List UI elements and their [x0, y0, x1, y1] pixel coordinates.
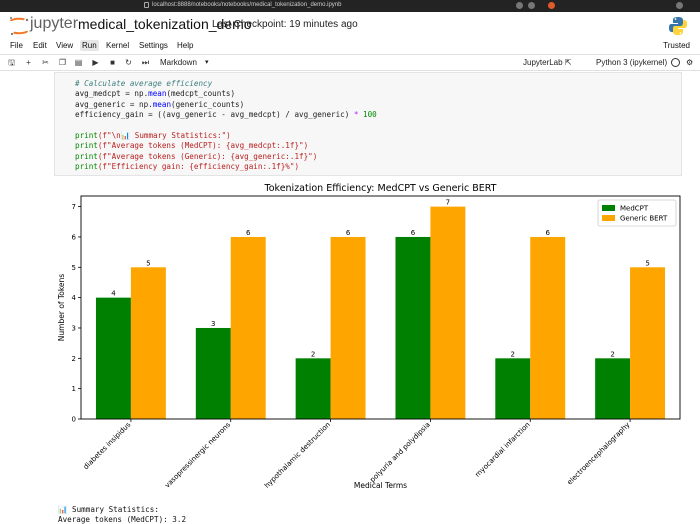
bar — [630, 267, 666, 419]
external-link-icon: ⇱ — [564, 58, 572, 67]
y-tick-label: 5 — [72, 264, 76, 272]
run-icon[interactable]: ▶ — [92, 58, 99, 67]
y-tick-label: 4 — [72, 294, 77, 302]
chart-title: Tokenization Efficiency: MedCPT vs Gener… — [264, 183, 497, 194]
plot-frame — [80, 195, 681, 420]
notebook-header: jupyter medical_tokenization_demo Last C… — [0, 12, 700, 38]
python-logo-icon — [669, 17, 687, 35]
code-cell[interactable]: # Calculate average efficiency avg_medcp… — [54, 72, 682, 176]
jupyter-logo-icon[interactable] — [8, 16, 30, 36]
bar — [395, 236, 431, 419]
menu-edit[interactable]: Edit — [33, 41, 47, 50]
checkpoint-status: Last Checkpoint: 19 minutes ago — [212, 19, 358, 30]
save-icon[interactable]: 🖫 — [8, 58, 15, 67]
bar-value-label: 3 — [211, 320, 215, 328]
notebook-title[interactable]: medical_tokenization_demo — [78, 16, 252, 32]
jupyter-brand[interactable]: jupyter — [30, 15, 79, 32]
kernel-status-icon — [671, 58, 680, 67]
bar — [530, 236, 566, 419]
bar — [495, 358, 531, 419]
x-tick-label: vasopressinergic neurons — [163, 421, 232, 490]
code-editor[interactable]: # Calculate average efficiency avg_medcp… — [75, 79, 377, 172]
bar — [430, 206, 466, 419]
gear-icon[interactable]: ⚙ — [686, 58, 694, 67]
lock-icon — [144, 2, 149, 8]
x-tick-label: myocardial infarction — [474, 421, 532, 479]
y-tick-label: 0 — [72, 416, 76, 424]
cell-output: 📊 Summary Statistics: Average tokens (Me… — [58, 505, 186, 524]
bar — [230, 236, 266, 419]
bar-value-label: 2 — [511, 350, 515, 358]
menu-settings[interactable]: Settings — [139, 41, 168, 50]
address-bar[interactable]: localhost:8888/notebooks/notebooks/medic… — [152, 2, 342, 8]
bar-value-label: 4 — [111, 290, 116, 298]
legend-swatch — [602, 205, 615, 211]
y-tick-label: 2 — [72, 355, 76, 363]
menu-file[interactable]: File — [10, 41, 23, 50]
restart-icon[interactable]: ↻ — [125, 58, 132, 67]
x-tick-label: diabetes insipidus — [82, 421, 133, 472]
brave-shield-icon[interactable] — [548, 2, 555, 9]
output-line: Average tokens (MedCPT): 3.2 — [58, 514, 187, 524]
bar-chart: Tokenization Efficiency: MedCPT vs Gener… — [57, 183, 681, 490]
share-icon[interactable] — [516, 2, 523, 9]
legend-label: Generic BERT — [620, 215, 668, 223]
menu-icon[interactable] — [676, 2, 683, 9]
x-tick-label: electroencephalography — [566, 421, 632, 487]
bar-value-label: 6 — [346, 229, 351, 237]
kernel-name[interactable]: Python 3 (ipykernel) — [596, 58, 668, 67]
x-tick-label: polyuria and polydipsia — [369, 421, 432, 484]
chevron-down-icon: ▾ — [205, 59, 209, 66]
bar-value-label: 6 — [246, 229, 251, 237]
bar-value-label: 2 — [610, 350, 614, 358]
bar — [595, 358, 631, 419]
legend-swatch — [602, 215, 615, 221]
y-tick-label: 1 — [72, 385, 76, 393]
fast-forward-icon[interactable]: ⏭ — [141, 58, 150, 67]
cell-type-value: Markdown — [160, 58, 197, 67]
bar — [295, 358, 331, 419]
bar-value-label: 6 — [411, 229, 416, 237]
jupyterlab-link[interactable]: JupyterLab ⇱ — [523, 58, 572, 67]
x-axis-label: Medical Terms — [354, 481, 407, 490]
bar-value-label: 5 — [645, 259, 649, 267]
y-tick-label: 7 — [72, 203, 76, 211]
bookmark-icon[interactable] — [528, 2, 535, 9]
add-icon[interactable]: + — [26, 58, 31, 67]
copy-icon[interactable]: ❐ — [58, 58, 67, 67]
menu-help[interactable]: Help — [177, 41, 194, 50]
cut-icon[interactable]: ✂ — [42, 58, 49, 67]
bar-value-label: 7 — [446, 199, 450, 207]
bar-value-label: 2 — [311, 350, 315, 358]
notebook-toolbar: 🖫 + ✂ ❐ ▤ ▶ ■ ↻ ⏭ Markdown ▾ JupyterLab … — [0, 54, 700, 71]
x-tick-label: hypothalamic destruction — [263, 421, 332, 490]
browser-bar: localhost:8888/notebooks/notebooks/medic… — [0, 0, 700, 12]
legend-label: MedCPT — [620, 205, 649, 213]
trusted-indicator[interactable]: Trusted — [663, 41, 690, 50]
bar — [95, 297, 131, 419]
y-tick-label: 3 — [72, 324, 76, 332]
legend — [597, 199, 677, 227]
paste-icon[interactable]: ▤ — [74, 58, 83, 67]
y-axis-label: Number of Tokens — [57, 274, 66, 341]
menu-bar: File Edit View Run Kernel Settings Help … — [0, 38, 700, 53]
stop-icon[interactable]: ■ — [110, 58, 115, 67]
y-tick-label: 6 — [72, 233, 77, 241]
menu-kernel[interactable]: Kernel — [106, 41, 130, 50]
output-line: 📊 Summary Statistics: — [58, 505, 159, 514]
cell-type-select[interactable]: Markdown ▾ — [160, 58, 209, 67]
bar — [330, 236, 366, 419]
bar — [130, 267, 166, 419]
bar-value-label: 6 — [545, 229, 550, 237]
bar-value-label: 5 — [146, 259, 150, 267]
menu-view[interactable]: View — [56, 41, 74, 50]
menu-run[interactable]: Run — [80, 40, 99, 51]
bar — [195, 327, 231, 419]
